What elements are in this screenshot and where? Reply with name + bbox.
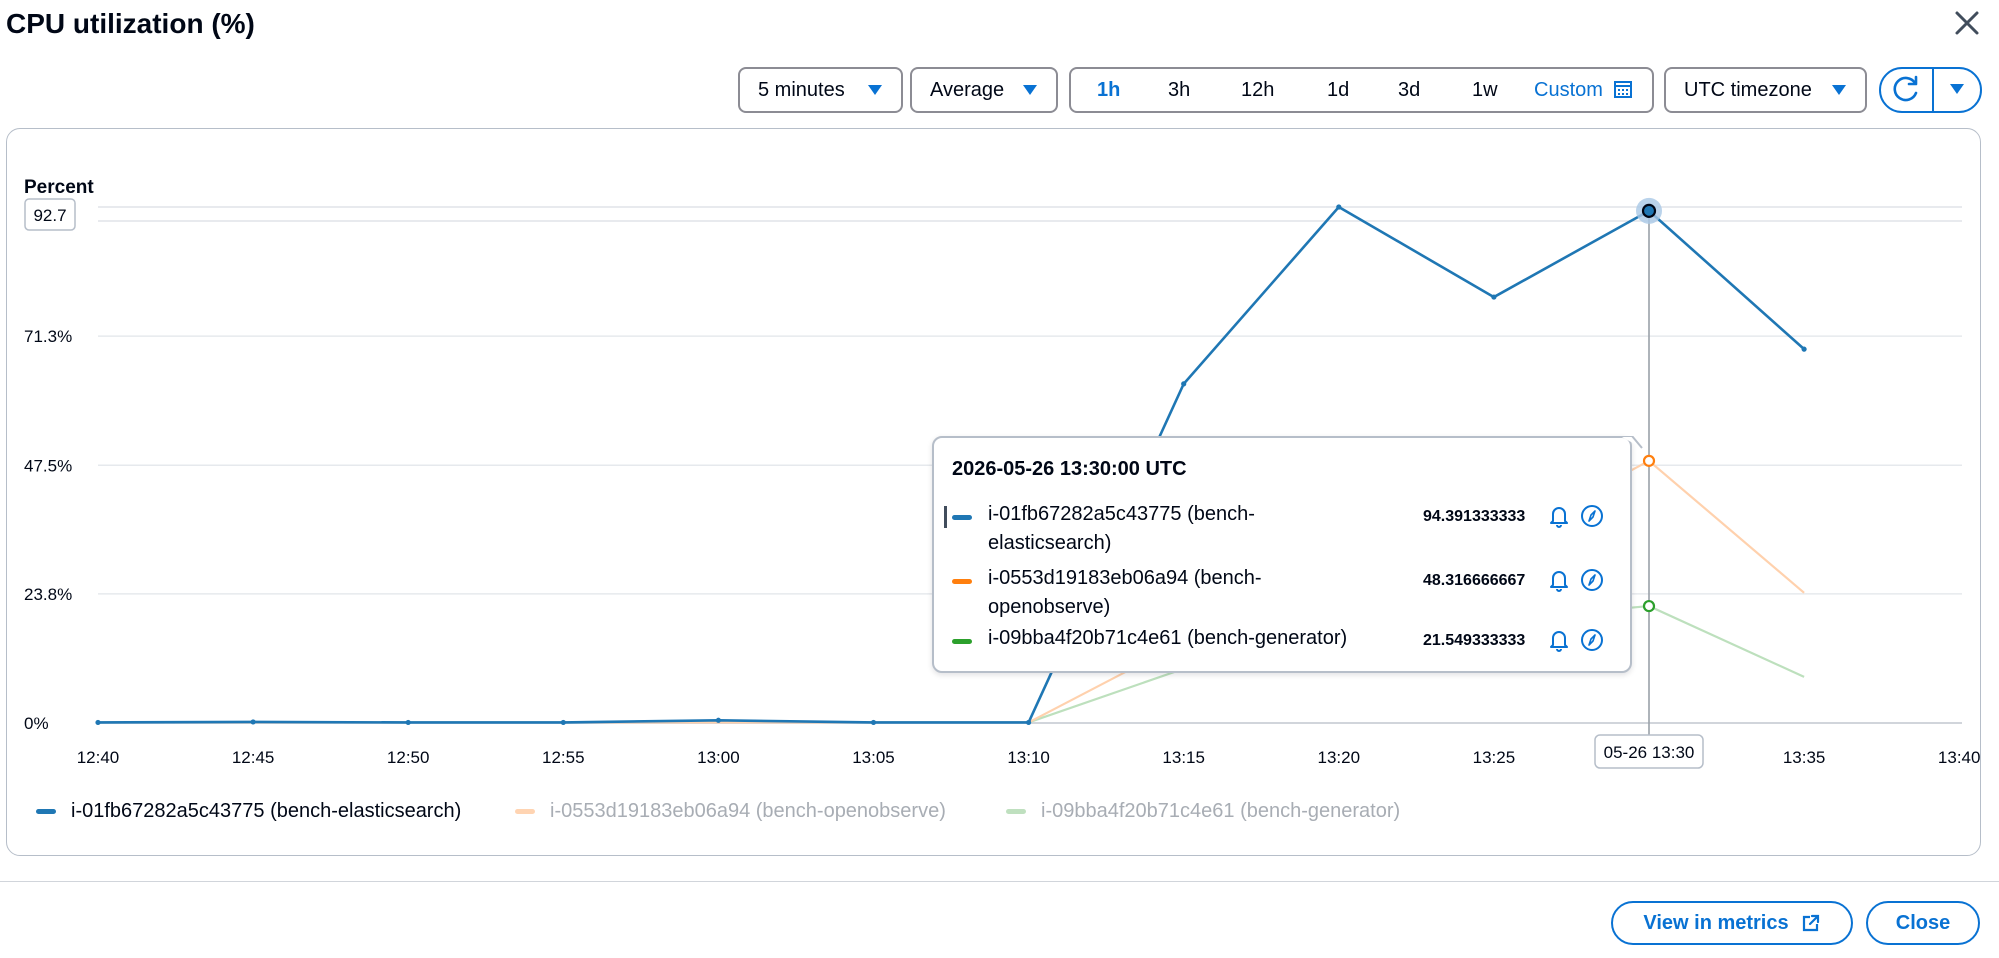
close-icon[interactable] (1950, 6, 1984, 40)
range-1h[interactable]: 1h (1097, 79, 1121, 101)
x-tick-label: 13:35 (1783, 748, 1826, 767)
series-swatch-blue (952, 515, 972, 520)
legend-item-generator[interactable]: i-09bba4f20b71c4e61 (bench-generator) (1006, 800, 1400, 823)
data-point (715, 717, 722, 723)
legend-swatch-green (1006, 809, 1026, 814)
hover-cursor: 05-26 13:30 (1594, 197, 1704, 769)
range-12h[interactable]: 12h (1241, 79, 1275, 101)
series-line (97, 205, 1805, 724)
refresh-button-group (1879, 67, 1982, 113)
data-point (250, 719, 256, 725)
series-swatch-green (952, 639, 972, 644)
x-tick-label: 13:00 (697, 748, 740, 767)
external-link-icon (1802, 914, 1819, 932)
tooltip-arrow (1620, 436, 1643, 449)
legend-swatch-orange (515, 809, 535, 814)
data-point (1336, 204, 1342, 210)
refresh-divider (1932, 69, 1934, 111)
legend-item-elasticsearch[interactable]: i-01fb67282a5c43775 (bench-elasticsearch… (36, 800, 461, 823)
view-in-metrics-button[interactable]: View in metrics (1611, 901, 1853, 945)
period-select-value: 5 minutes (758, 78, 845, 101)
x-tick-label: 12:45 (232, 748, 275, 767)
x-tick-label: 13:10 (1007, 748, 1050, 767)
data-point (405, 719, 411, 726)
data-point (1181, 381, 1187, 387)
compass-icon[interactable] (1579, 503, 1605, 529)
timezone-select-value: UTC timezone (1684, 78, 1812, 101)
data-point (1491, 294, 1497, 300)
x-tick-label: 12:55 (542, 748, 585, 767)
tooltip-series-label: i-0553d19183eb06a94 (bench-openobserve) (988, 567, 1262, 618)
view-in-metrics-label: View in metrics (1643, 911, 1789, 934)
tooltip-series-label: i-09bba4f20b71c4e61 (bench-generator) (988, 627, 1348, 649)
legend-swatch-blue (36, 809, 56, 814)
series-swatch-orange (952, 579, 972, 584)
data-point (870, 719, 877, 726)
tooltip-series-value: 94.391333333 (1423, 508, 1526, 525)
bell-icon[interactable] (1546, 567, 1572, 593)
tooltip-series-label: i-01fb67282a5c43775 (bench-elasticsearch… (988, 503, 1255, 554)
tooltip-series-value: 21.549333333 (1423, 632, 1526, 649)
data-point (560, 719, 566, 726)
y-unit-label: Percent (24, 177, 94, 198)
statistic-select-value: Average (930, 78, 1005, 101)
range-3d[interactable]: 3d (1398, 79, 1421, 101)
cursor-point (1641, 203, 1657, 218)
data-point (95, 719, 101, 726)
x-tick-label: 12:50 (387, 748, 430, 767)
x-tick-label: 13:20 (1318, 748, 1361, 767)
range-custom-label: Custom (1534, 79, 1603, 101)
x-tick-label: 13:05 (852, 748, 895, 767)
range-1d[interactable]: 1d (1327, 79, 1350, 101)
bell-icon[interactable] (1546, 503, 1572, 529)
compass-icon[interactable] (1579, 627, 1605, 653)
y-axis: 71.3% 47.5% 23.8% 0% (24, 327, 72, 733)
cursor-time-label: 05-26 13:30 (1604, 743, 1695, 762)
caret-down-icon (1832, 85, 1846, 95)
range-custom[interactable]: Custom (1534, 79, 1633, 102)
y-tick-label: 23.8% (24, 585, 72, 604)
data-point (1026, 719, 1032, 726)
tooltip-active-marker (944, 506, 947, 528)
calendar-icon (1614, 81, 1633, 98)
timezone-select[interactable]: UTC timezone (1664, 67, 1867, 113)
data-point (1801, 346, 1807, 352)
legend-label: i-01fb67282a5c43775 (bench-elasticsearch… (71, 800, 462, 822)
y-max-label: 92.7 (33, 206, 66, 225)
legend-label: i-0553d19183eb06a94 (bench-openobserve) (550, 800, 946, 822)
cursor-time-badge (1594, 734, 1704, 769)
refresh-icon[interactable] (1881, 69, 1932, 111)
x-tick-label: 12:40 (77, 748, 120, 767)
tooltip-timestamp: 2026-05-26 13:30:00 UTC (952, 458, 1187, 480)
bell-icon[interactable] (1546, 627, 1572, 653)
x-tick-label: 13:40 (1938, 748, 1981, 767)
cursor-point (1642, 599, 1656, 613)
range-1w[interactable]: 1w (1472, 79, 1498, 101)
y-tick-label: 47.5% (24, 456, 72, 475)
y-tick-label: 71.3% (24, 327, 72, 346)
range-3h[interactable]: 3h (1168, 79, 1191, 101)
x-tick-label: 13:25 (1473, 748, 1516, 767)
hover-tooltip: 2026-05-26 13:30:00 UTC i-01fb67282a5c43… (932, 436, 1632, 673)
refresh-options-caret-icon[interactable] (1934, 69, 1982, 111)
tooltip-series-value: 48.316666667 (1423, 572, 1526, 589)
legend-item-openobserve[interactable]: i-0553d19183eb06a94 (bench-openobserve) (515, 800, 946, 823)
legend-label: i-09bba4f20b71c4e61 (bench-generator) (1041, 800, 1401, 822)
footer-divider (0, 881, 1999, 882)
caret-down-icon (868, 85, 882, 95)
time-range-selector: 1h 3h 12h 1d 3d 1w Custom (1069, 67, 1654, 113)
y-tick-label: 0% (24, 714, 49, 733)
y-max-badge (24, 198, 76, 231)
modal-title: CPU utilization (%) (6, 8, 255, 39)
statistic-select[interactable]: Average (910, 67, 1058, 113)
period-select[interactable]: 5 minutes (738, 67, 903, 113)
cursor-point (1642, 454, 1656, 467)
compass-icon[interactable] (1579, 567, 1605, 593)
x-tick-label: 13:15 (1162, 748, 1205, 767)
caret-down-icon (1023, 85, 1037, 95)
close-button[interactable]: Close (1866, 901, 1980, 945)
